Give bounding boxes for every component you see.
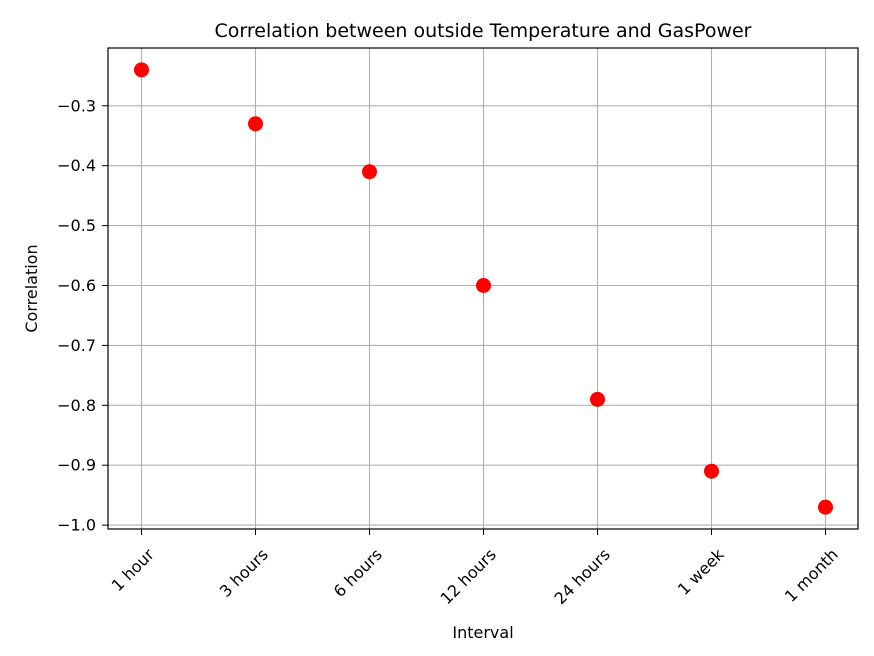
y-tick-label: −0.9 bbox=[57, 456, 96, 475]
data-point-6-hours bbox=[362, 164, 377, 180]
data-point-12-hours bbox=[476, 278, 491, 294]
data-point-3-hours bbox=[248, 116, 263, 132]
y-tick-label: −0.4 bbox=[57, 156, 96, 175]
data-points bbox=[134, 62, 833, 515]
x-tick-label: 3 hours bbox=[216, 545, 272, 601]
y-tick-label: −0.3 bbox=[57, 96, 96, 115]
y-tick-label: −0.7 bbox=[57, 336, 96, 355]
data-point-24-hours bbox=[590, 391, 605, 407]
x-tick-label: 1 week bbox=[674, 544, 728, 598]
y-tick-label: −0.5 bbox=[57, 216, 96, 235]
y-tick-label: −0.6 bbox=[57, 276, 96, 295]
x-tick-label: 12 hours bbox=[437, 545, 500, 608]
x-tick-label: 1 hour bbox=[108, 545, 158, 595]
x-axis-label: Interval bbox=[452, 623, 513, 642]
y-axis-label: Correlation bbox=[22, 244, 41, 332]
grid-lines bbox=[108, 48, 858, 529]
x-tick-label: 24 hours bbox=[551, 545, 614, 608]
y-tick-label: −1.0 bbox=[57, 516, 96, 535]
data-point-1-month bbox=[818, 499, 833, 515]
chart-title: Correlation between outside Temperature … bbox=[215, 20, 752, 42]
data-point-1-week bbox=[704, 463, 719, 479]
x-tick-label: 6 hours bbox=[330, 545, 386, 601]
axis-ticks: 1 hour 3 hours 6 hours 12 hours 24 hours 1 we… bbox=[57, 96, 842, 608]
y-tick-label: −0.8 bbox=[57, 396, 96, 415]
data-point-1-hour bbox=[134, 62, 149, 78]
x-tick-label: 1 month bbox=[781, 545, 842, 606]
